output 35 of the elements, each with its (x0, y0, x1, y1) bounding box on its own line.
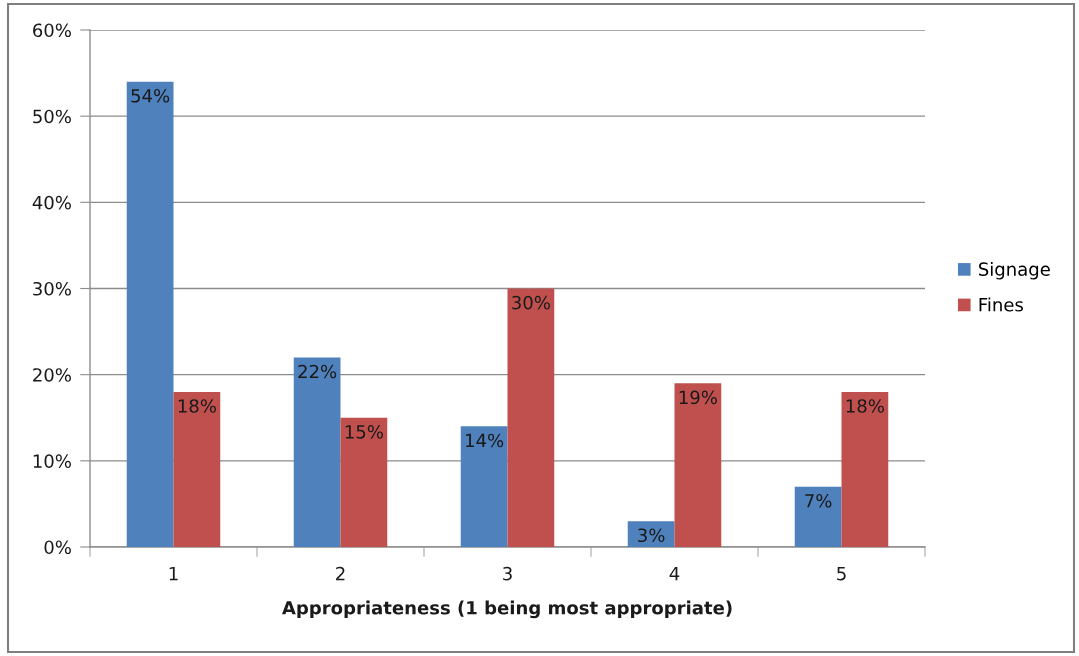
bar (173, 391, 221, 547)
bar (674, 383, 722, 547)
data-label: 14% (466, 433, 504, 448)
x-tick-label: 5 (837, 567, 846, 581)
x-tick-label: 4 (669, 567, 680, 581)
y-tick-label: 10% (33, 454, 71, 468)
bar (293, 357, 341, 547)
x-tick-label: 1 (169, 567, 178, 581)
bar (841, 391, 889, 547)
data-label: 3% (638, 528, 665, 543)
x-tick-label: 2 (336, 566, 345, 581)
y-tick-label: 30% (33, 281, 71, 296)
y-tick-label: 0% (44, 540, 71, 555)
x-axis-title: Appropriateness (1 being most appropriate) (282, 600, 732, 619)
legend-label: Signage (979, 262, 1050, 280)
data-label: 22% (298, 364, 337, 379)
y-tick-label: 40% (32, 195, 71, 210)
bar (507, 288, 555, 547)
legend-label: Fines (979, 297, 1023, 312)
data-label: 30% (512, 295, 550, 310)
data-label: 18% (178, 399, 216, 413)
x-tick-label: 3 (503, 566, 512, 581)
data-label: 18% (846, 399, 884, 413)
y-tick-label: 60% (33, 23, 71, 38)
y-tick-label: 50% (33, 109, 71, 124)
bar (340, 417, 388, 547)
bar (794, 486, 842, 547)
y-tick-label: 20% (33, 368, 71, 382)
bar (126, 81, 174, 547)
bar (460, 426, 508, 547)
data-label: 19% (679, 390, 717, 405)
bar (627, 521, 675, 547)
data-label: 54% (131, 88, 170, 103)
data-label: 7% (805, 493, 832, 508)
data-label: 15% (345, 425, 383, 439)
